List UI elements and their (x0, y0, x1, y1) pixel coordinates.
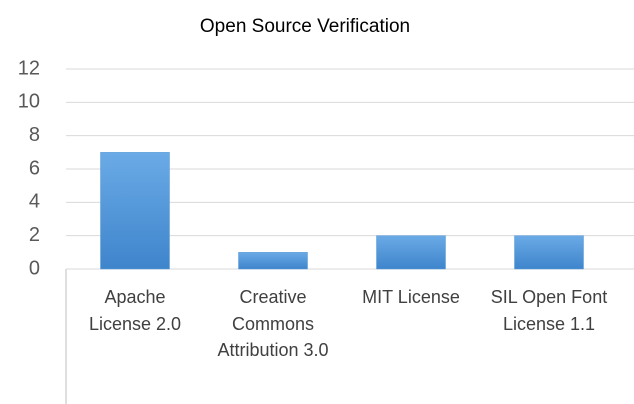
bar (100, 152, 170, 270)
y-tick-label: 8 (29, 124, 40, 146)
x-tick-label: MIT License (362, 287, 460, 307)
chart-title: Open Source Verification (200, 16, 410, 37)
bar (238, 252, 308, 270)
x-tick-label: SIL Open Font License 1.1 (490, 287, 608, 334)
y-tick-label: 4 (29, 191, 40, 213)
y-tick-label: 0 (29, 257, 40, 279)
y-tick-label: 12 (18, 57, 40, 79)
x-tick-label: Creative Commons Attribution 3.0 (217, 287, 329, 360)
y-tick-label: 6 (29, 157, 40, 179)
x-tick-label: Apache License 2.0 (88, 287, 182, 334)
y-tick-label: 10 (18, 91, 40, 113)
bar (514, 235, 584, 270)
bar (376, 235, 446, 270)
y-tick-label: 2 (29, 224, 40, 246)
